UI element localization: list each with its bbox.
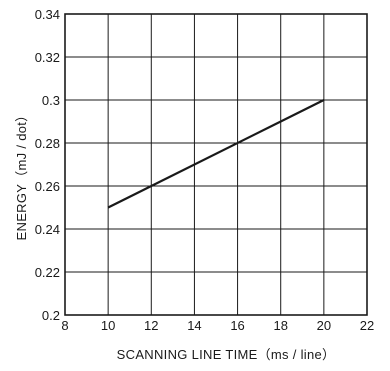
x-axis-label: SCANNING LINE TIME（ms / line）: [117, 347, 336, 362]
y-tick-label: 0.32: [35, 50, 60, 65]
x-tick-label: 8: [61, 318, 68, 333]
series-line-0: [107, 99, 325, 209]
x-tick-label: 10: [101, 318, 115, 333]
y-tick-label: 0.24: [35, 222, 60, 237]
y-axis-ticks: 0.2 0.22 0.24 0.26 0.28 0.3 0.32 0.34: [35, 7, 60, 323]
x-axis-ticks: 8 10 12 14 16 18 20 22: [61, 318, 374, 333]
y-tick-label: 0.28: [35, 136, 60, 151]
chart-grid: [65, 14, 367, 315]
x-tick-label: 12: [144, 318, 158, 333]
y-axis-label: ENERGY（mJ / dot）: [14, 109, 29, 241]
y-tick-label: 0.3: [42, 93, 60, 108]
y-tick-label: 0.34: [35, 7, 60, 22]
x-tick-label: 22: [360, 318, 374, 333]
y-tick-label: 0.22: [35, 265, 60, 280]
plot-frame: [64, 13, 368, 316]
x-tick-label: 18: [273, 318, 287, 333]
x-tick-label: 20: [317, 318, 331, 333]
y-tick-label: 0.2: [42, 308, 60, 323]
y-tick-label: 0.26: [35, 179, 60, 194]
x-tick-label: 16: [230, 318, 244, 333]
chart-series: [107, 99, 325, 209]
x-tick-label: 14: [187, 318, 201, 333]
